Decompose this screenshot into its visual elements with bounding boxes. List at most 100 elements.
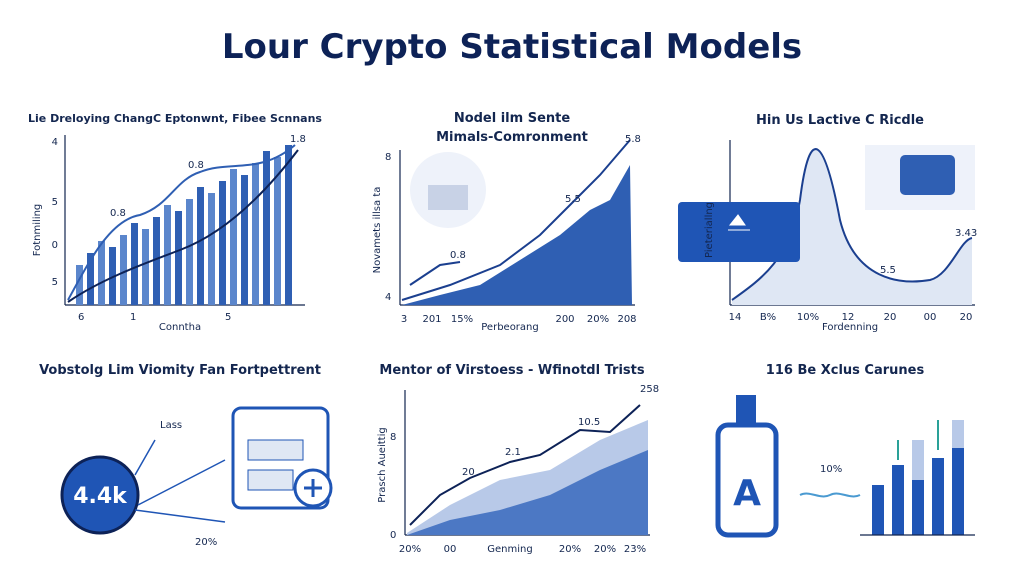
- x-label: 15%: [451, 314, 473, 325]
- x-label: 14: [729, 312, 742, 323]
- icon: [900, 155, 955, 195]
- panel-title: Mimals-Comronment: [436, 130, 588, 145]
- bar: [872, 485, 884, 535]
- icon: [728, 214, 750, 231]
- annotation: Lass: [160, 420, 182, 431]
- x-label: 00: [444, 544, 457, 555]
- annotation: 258: [640, 384, 659, 395]
- annotation: 3.43: [955, 228, 977, 239]
- bars: [76, 145, 292, 305]
- line: [409, 404, 641, 526]
- y-label: 4: [52, 137, 58, 148]
- x-label: Genming: [487, 544, 532, 555]
- bottle: [715, 422, 779, 538]
- panel-title: 116 Be Xclus Carunes: [766, 363, 925, 378]
- area: [732, 149, 972, 305]
- panel-6: 116 Be Xclus Carunes A 10%: [715, 363, 975, 538]
- bar: [912, 480, 924, 535]
- y-label: 4: [385, 292, 391, 303]
- arrow: [134, 439, 226, 523]
- bar: [109, 247, 116, 305]
- trend-line: [67, 149, 299, 303]
- trend-line: [67, 144, 296, 301]
- x-label: 208: [617, 314, 636, 325]
- annotation: 0.8: [110, 208, 126, 219]
- x-label: 20: [884, 312, 897, 323]
- bar: [131, 223, 138, 305]
- x-label: B%: [760, 312, 776, 323]
- annotation: 5.5: [565, 194, 581, 205]
- annotation: 0.8: [188, 160, 204, 171]
- area: [402, 165, 632, 305]
- panel-1: Lie Dreloying ChangC Eptonwnt, Fibee Scn…: [28, 112, 322, 333]
- x-label: 201: [422, 314, 441, 325]
- bar: [285, 145, 292, 305]
- panel-2: Nodel ilm Sente Mimals-Comronment Novame…: [372, 111, 641, 333]
- y-label: 5: [52, 197, 58, 208]
- bar: [120, 235, 127, 305]
- line: [409, 261, 461, 286]
- panel-4: Vobstolg Lim Viomity Fan Fortpettrent 4.…: [39, 363, 333, 548]
- y-label: 0: [52, 240, 58, 251]
- bar: [175, 211, 182, 305]
- annotation: 10%: [820, 464, 842, 475]
- x-label: 3: [401, 314, 407, 325]
- annotation: 5.5: [880, 265, 896, 276]
- x-label: 20%: [559, 544, 581, 555]
- panel-title: Hin Us Lactive C Ricdle: [756, 113, 924, 128]
- bar: [98, 241, 105, 305]
- y-axis-label: Fotnmiling: [32, 204, 43, 257]
- x-label: 20%: [594, 544, 616, 555]
- y-label: 0: [390, 530, 396, 541]
- annotation: 20%: [195, 537, 217, 548]
- panel-title: Lie Dreloying ChangC Eptonwnt, Fibee Scn…: [28, 112, 322, 125]
- clipboard-line: [247, 469, 294, 491]
- panel-3: Hin Us Lactive C Ricdle Pieteriallng 14 …: [678, 113, 977, 333]
- x-label: 10%: [797, 312, 819, 323]
- bar: [186, 199, 193, 305]
- y-axis-label: Novamets illsa ta: [372, 187, 383, 274]
- clipboard-line: [247, 439, 304, 461]
- x-label: 12: [842, 312, 855, 323]
- x-label: 20%: [587, 314, 609, 325]
- x-label: 20%: [399, 544, 421, 555]
- y-label: 5: [52, 277, 58, 288]
- x-label: 23%: [624, 544, 646, 555]
- bar: [219, 181, 226, 305]
- y-axis-label: Prasch Aueittig: [377, 427, 388, 502]
- x-label: 00: [924, 312, 937, 323]
- bar: [197, 187, 204, 305]
- bar: [208, 193, 215, 305]
- panel-title: Nodel ilm Sente: [454, 111, 571, 126]
- panel-5: Mentor of Virstoess - Wfinotdl Trists Pr…: [377, 363, 659, 555]
- x-label: 1: [130, 312, 136, 323]
- line: [401, 139, 631, 301]
- x-label: 6: [78, 312, 84, 323]
- panel-title: Mentor of Virstoess - Wfinotdl Trists: [379, 363, 644, 378]
- page-title: Lour Crypto Statistical Models: [222, 27, 802, 67]
- bottle-cap: [736, 395, 756, 425]
- y-label: 8: [385, 152, 391, 163]
- bar: [153, 217, 160, 305]
- y-label: 8: [390, 432, 396, 443]
- tooltip: [678, 202, 800, 262]
- x-axis-label: Perbeorang: [481, 322, 538, 333]
- bottle-letter: A: [733, 473, 761, 514]
- annotation: 1.8: [290, 134, 306, 145]
- bar: [252, 163, 259, 305]
- annotation: 10.5: [578, 417, 600, 428]
- bar: [263, 151, 270, 305]
- annotation: 2.1: [505, 447, 521, 458]
- badge-value: 4.4k: [73, 484, 128, 509]
- annotation: 0.8: [450, 250, 466, 261]
- x-label: 5: [225, 312, 231, 323]
- x-label: 200: [555, 314, 574, 325]
- annotation: 20: [462, 467, 475, 478]
- icon: [428, 185, 468, 210]
- bar: [230, 169, 237, 305]
- y-axis-label: Pieteriallng: [704, 202, 715, 258]
- bar: [87, 253, 94, 305]
- wave: [799, 492, 861, 498]
